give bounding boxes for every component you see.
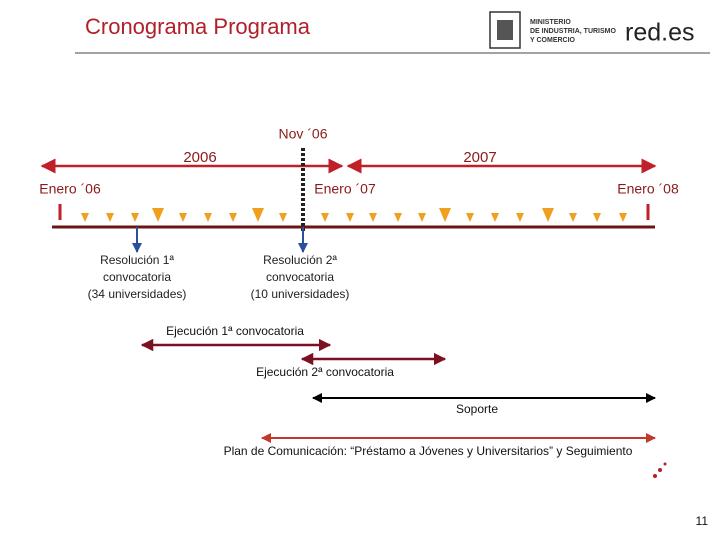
ministry-line: Y COMERCIO xyxy=(530,37,576,44)
resolution-text: convocatoria xyxy=(266,270,334,284)
month-tick xyxy=(593,213,601,222)
resolution-text: Resolución 1ª xyxy=(100,253,174,267)
month-tick xyxy=(179,213,187,222)
ministry-line: MINISTERIO xyxy=(530,19,571,26)
decor-dots xyxy=(653,462,667,478)
ministry-line: DE INDUSTRIA, TURISMO xyxy=(530,28,617,35)
month-tick xyxy=(369,213,377,222)
month-tick xyxy=(321,213,329,222)
month-tick xyxy=(81,213,89,222)
coat-of-arms xyxy=(489,11,521,49)
month-tick xyxy=(229,213,237,222)
phase-label: Ejecución 2ª convocatoria xyxy=(256,365,394,379)
month-tick xyxy=(152,208,164,222)
phase-label: Plan de Comunicación: “Préstamo a Jóvene… xyxy=(224,444,633,458)
brand: red.es xyxy=(625,19,694,47)
month-tick xyxy=(204,213,212,222)
month-tick xyxy=(491,213,499,222)
resolution-text: Resolución 2ª xyxy=(263,253,337,267)
page-number: 11 xyxy=(696,514,709,528)
month-tick xyxy=(106,213,114,222)
phase-label: Soporte xyxy=(456,402,498,416)
month-tick xyxy=(516,213,524,222)
month-tick xyxy=(131,213,139,222)
marker-label: Nov ´06 xyxy=(278,126,327,142)
month-tick xyxy=(542,208,554,222)
month-tick xyxy=(394,213,402,222)
resolution-text: (34 universidades) xyxy=(88,287,187,301)
month-label: Enero ´06 xyxy=(39,181,101,197)
month-tick xyxy=(279,213,287,222)
year-tick xyxy=(646,204,650,220)
year-tick xyxy=(58,204,62,220)
month-tick xyxy=(619,213,627,222)
title: Cronograma Programa xyxy=(85,14,311,39)
month-tick xyxy=(466,213,474,222)
month-label: Enero ´08 xyxy=(617,181,679,197)
month-label: Enero ´07 xyxy=(314,181,376,197)
month-tick xyxy=(346,213,354,222)
month-tick xyxy=(569,213,577,222)
year-label: 2007 xyxy=(463,149,496,166)
resolution-text: convocatoria xyxy=(103,270,171,284)
resolution-text: (10 universidades) xyxy=(251,287,350,301)
phase-label: Ejecución 1ª convocatoria xyxy=(166,324,304,338)
month-tick xyxy=(418,213,426,222)
month-tick xyxy=(439,208,451,222)
month-ticks xyxy=(58,204,650,222)
month-tick xyxy=(252,208,264,222)
year-label: 2006 xyxy=(183,149,216,166)
